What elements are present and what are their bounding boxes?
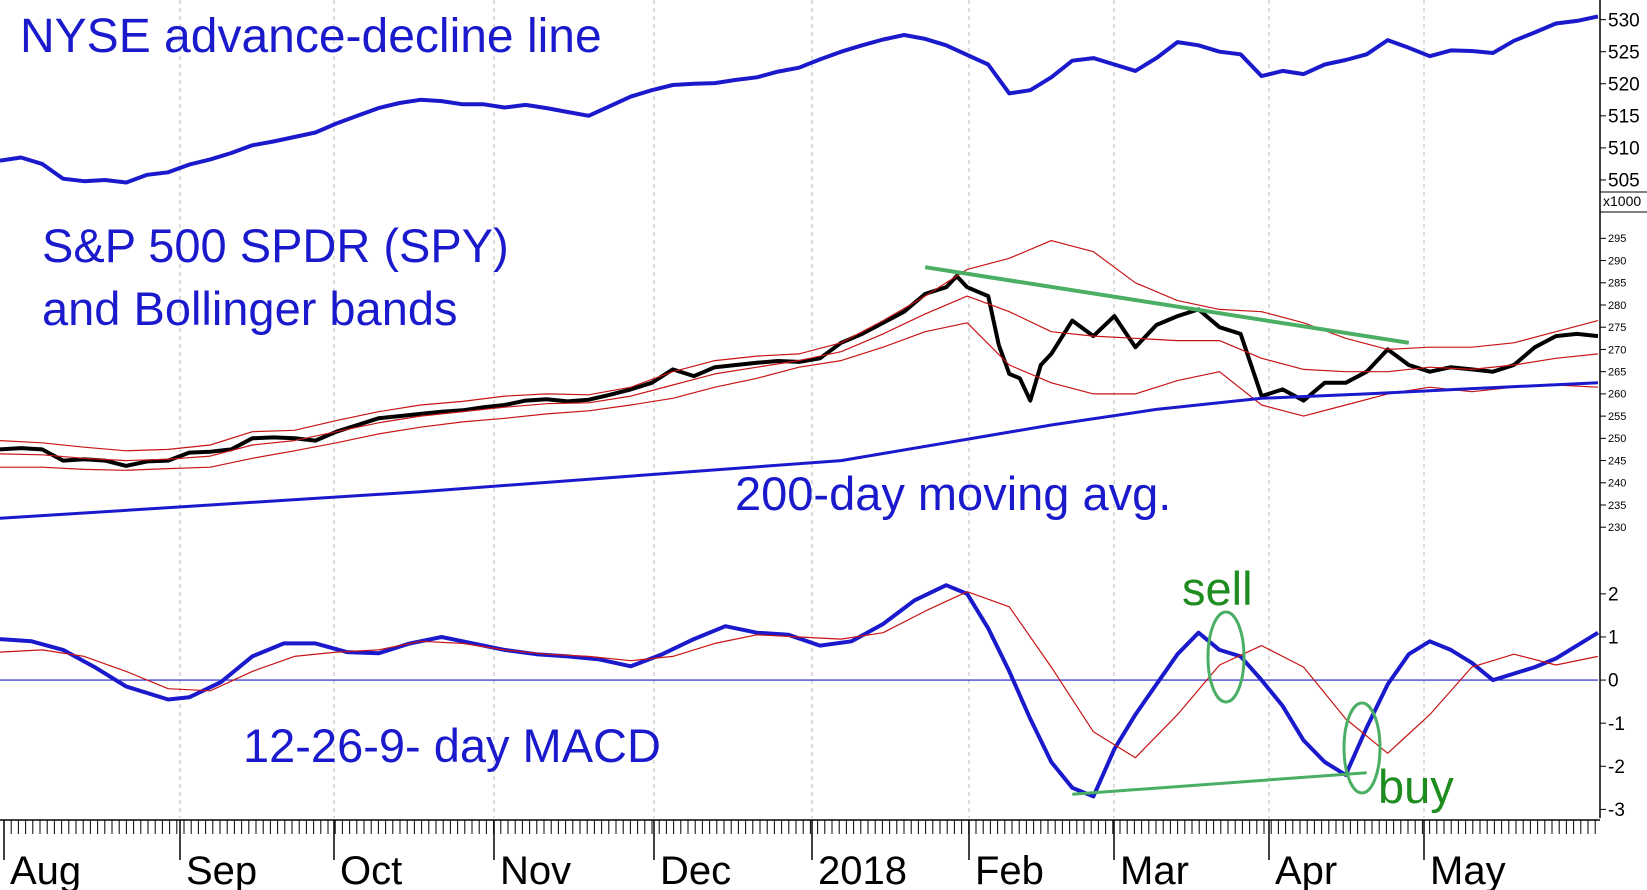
y-tick-label: 510: [1608, 139, 1640, 160]
y-tick-label: 2: [1608, 585, 1619, 606]
y-tick-label: -2: [1608, 757, 1625, 778]
x-tick-label: Sep: [186, 849, 257, 890]
y-tick-label: 255: [1608, 411, 1626, 423]
bollinger-middle-band: [0, 295, 1599, 462]
buy-signal-circle: [1342, 701, 1382, 795]
y-tick-label: 530: [1608, 10, 1640, 31]
y-tick-label: 250: [1608, 433, 1626, 445]
y-tick-label: 520: [1608, 74, 1640, 95]
y-tick-label: 280: [1608, 300, 1626, 312]
x-tick-label: Mar: [1120, 849, 1189, 890]
ad-line: [0, 14, 1599, 185]
y-tick-label: 515: [1608, 106, 1640, 127]
y-tick-label: -1: [1608, 714, 1625, 735]
bollinger-upper-band: [0, 240, 1599, 452]
y-tick-label: 525: [1608, 42, 1640, 63]
ad-title: NYSE advance-decline line: [20, 10, 602, 63]
right-price-axis: 505 510 515 520 525 530 230 235 240 245 250 255 260 2…: [1599, 0, 1647, 821]
macd-title: 12-26-9- day MACD: [243, 719, 661, 772]
bottom-date-axis: Aug Sep Oct Nov Dec 2018 Feb Mar Apr May: [0, 819, 1600, 890]
advance-decline-panel: [0, 14, 1599, 185]
spy-title: S&P 500 SPDR (SPY): [42, 219, 509, 272]
y-tick-label: 285: [1608, 278, 1626, 290]
month-gridlines: [179, 0, 1425, 818]
y-tick-label: -3: [1608, 800, 1625, 821]
sell-label: sell: [1182, 562, 1253, 615]
y-tick-label: 235: [1608, 500, 1626, 512]
y-tick-label: 275: [1608, 322, 1626, 334]
spy-resistance-trendline: [924, 265, 1410, 345]
y-tick-label: 505: [1608, 171, 1640, 192]
bollinger-lower-band: [0, 322, 1599, 471]
y-tick-label: 290: [1608, 255, 1626, 267]
signal-markers: [1206, 610, 1382, 795]
spy-price-line: [0, 274, 1599, 468]
macd-line: [0, 583, 1600, 799]
macd-support-trendline: [1072, 771, 1367, 796]
y-tick-label: 265: [1608, 367, 1626, 379]
ma200-line: [0, 381, 1599, 520]
y-tick-label: 295: [1608, 233, 1626, 245]
chart-labels: NYSE advance-decline line S&P 500 SPDR (…: [20, 10, 1454, 813]
x-tick-label: 2018: [818, 849, 907, 890]
x-tick-label: Apr: [1275, 849, 1337, 890]
spy-subtitle: and Bollinger bands: [42, 282, 457, 335]
buy-label: buy: [1378, 760, 1454, 813]
macd-panel: [0, 583, 1600, 799]
y-tick-label: 260: [1608, 389, 1626, 401]
y-tick-label: 270: [1608, 344, 1626, 356]
x-tick-label: Nov: [500, 849, 571, 890]
x-tick-label: Feb: [975, 849, 1044, 890]
macd-signal-line: [0, 591, 1599, 759]
spy-bollinger-panel: [0, 240, 1599, 520]
x-tick-label: May: [1430, 849, 1506, 890]
x-tick-label: Dec: [660, 849, 731, 890]
x-tick-label: Aug: [10, 849, 81, 890]
axis-multiplier-label: x1000: [1603, 193, 1641, 209]
y-tick-label: 0: [1608, 671, 1619, 692]
moving-average-label: 200-day moving avg.: [735, 467, 1171, 520]
y-tick-label: 240: [1608, 478, 1626, 490]
sell-signal-circle: [1206, 610, 1246, 704]
y-tick-label: 230: [1608, 522, 1626, 534]
x-tick-label: Oct: [340, 849, 402, 890]
y-tick-label: 1: [1608, 628, 1619, 649]
y-tick-label: 245: [1608, 455, 1626, 467]
